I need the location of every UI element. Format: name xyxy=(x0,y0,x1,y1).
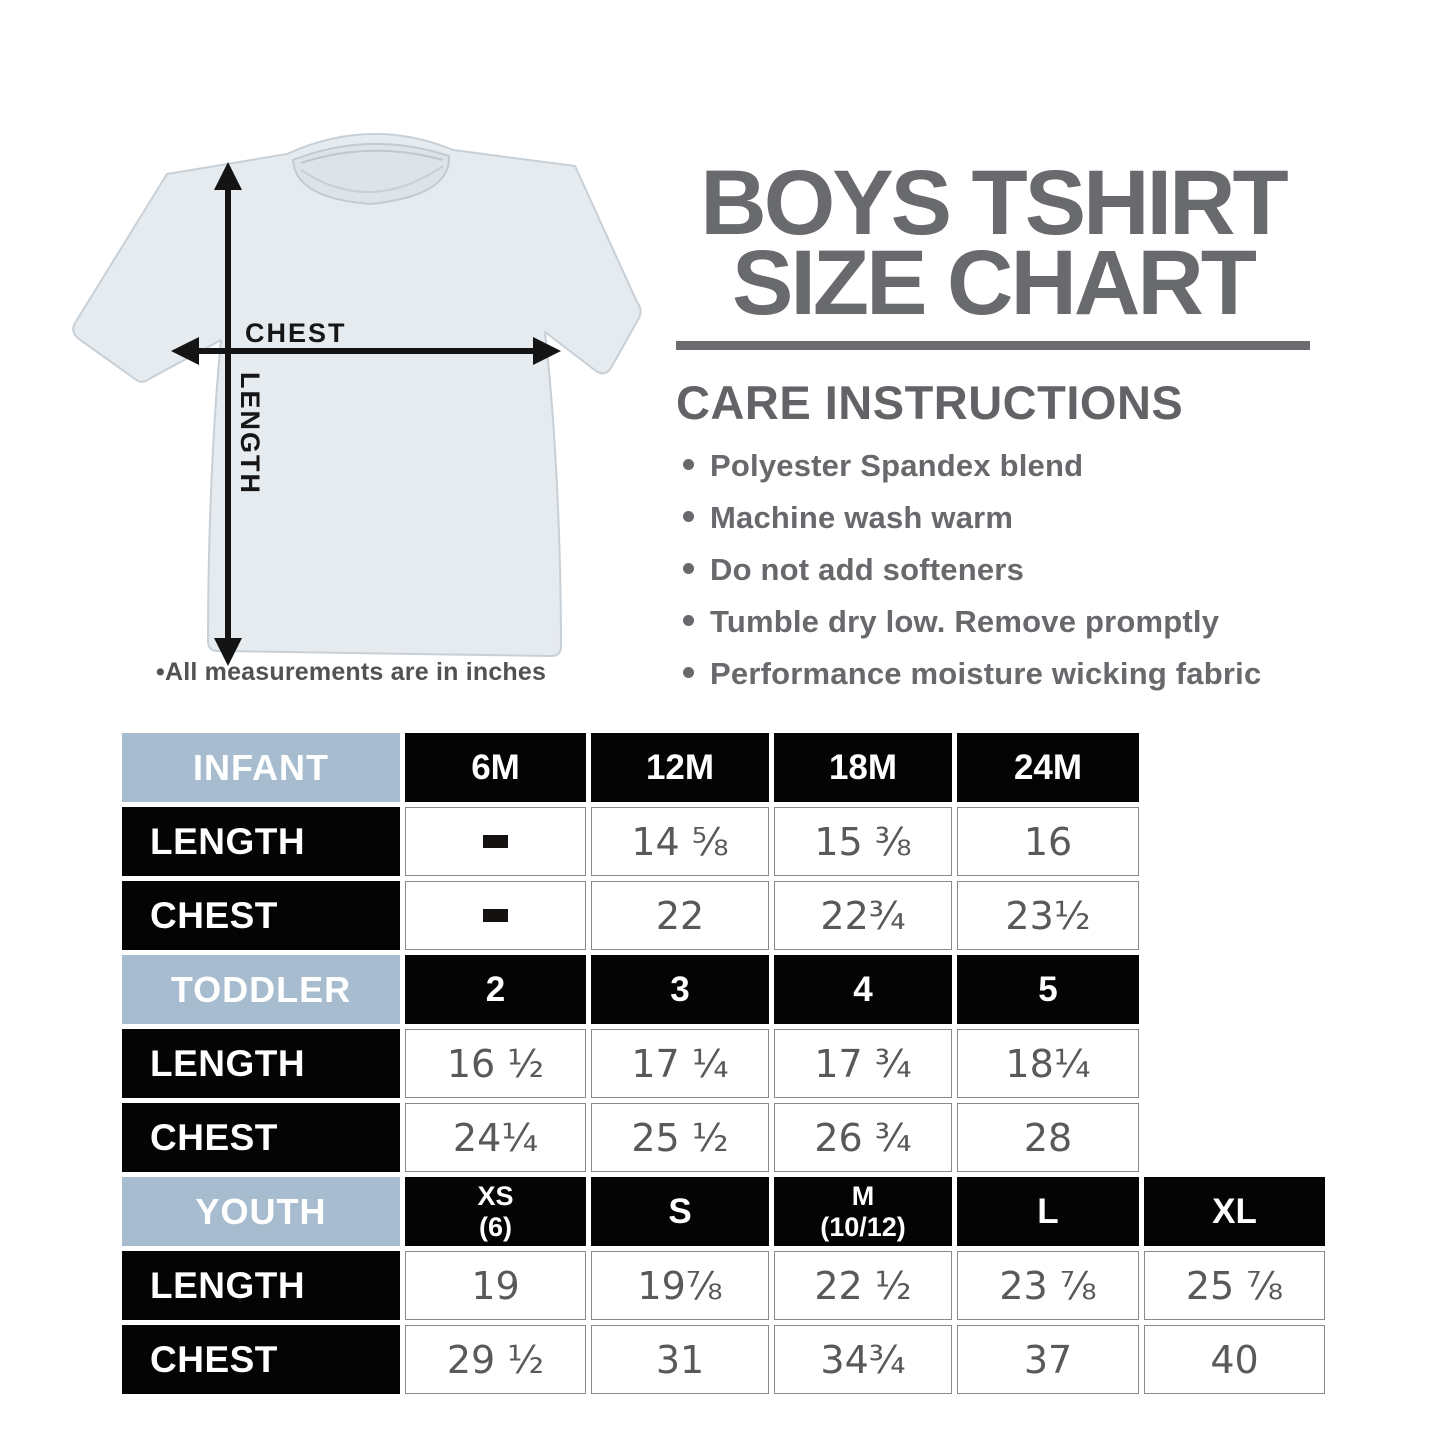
size-table-value-cell: 16 xyxy=(957,807,1139,876)
size-table-size-header: M (10/12) xyxy=(774,1177,952,1246)
size-table-value-cell: 23 ⅞ xyxy=(957,1251,1139,1320)
size-table-filler xyxy=(1144,1029,1325,1098)
length-arrow-label: LENGTH xyxy=(235,372,265,495)
size-table-row-label: LENGTH xyxy=(122,1251,400,1320)
care-item: Machine wash warm xyxy=(676,500,1310,536)
size-table-row-label: CHEST xyxy=(122,1103,400,1172)
no-data-dash-icon xyxy=(483,835,508,848)
tshirt-measurement-diagram: CHEST LENGTH xyxy=(72,133,642,666)
size-table-value-cell: 28 xyxy=(957,1103,1139,1172)
size-table-value-cell: 24¼ xyxy=(405,1103,586,1172)
size-table-value-cell: 40 xyxy=(1144,1325,1325,1394)
size-table-value-cell: 25 ½ xyxy=(591,1103,769,1172)
size-table-value-cell: 34¾ xyxy=(774,1325,952,1394)
size-table-value-cell: 26 ¾ xyxy=(774,1103,952,1172)
size-table-row-label: LENGTH xyxy=(122,1029,400,1098)
care-item: Do not add softeners xyxy=(676,552,1310,588)
size-table-value-cell: 17 ¾ xyxy=(774,1029,952,1098)
size-table-group-header: TODDLER xyxy=(122,955,400,1024)
size-table-size-header: L xyxy=(957,1177,1139,1246)
size-table: INFANT 6M 12M 18M 24M LENGTH 14 ⅝ 15 ⅜ 16 CHEST 22… xyxy=(122,733,1325,1394)
size-table-value-cell: 25 ⅞ xyxy=(1144,1251,1325,1320)
care-item: Polyester Spandex blend xyxy=(676,448,1310,484)
size-table-filler xyxy=(1144,955,1325,1024)
care-item: Tumble dry low. Remove promptly xyxy=(676,604,1310,640)
size-table-value-cell xyxy=(405,881,586,950)
chest-arrow xyxy=(171,337,561,365)
size-table-size-header: 2 xyxy=(405,955,586,1024)
size-table-size-header: 3 xyxy=(591,955,769,1024)
size-table-value-cell: 16 ½ xyxy=(405,1029,586,1098)
chest-arrow-label: CHEST xyxy=(245,318,347,348)
size-table-size-header: 24M xyxy=(957,733,1139,802)
size-table-value-cell: 23½ xyxy=(957,881,1139,950)
size-table-value-cell: 22 ½ xyxy=(774,1251,952,1320)
size-table-value-cell: 19 xyxy=(405,1251,586,1320)
size-table-row-label: CHEST xyxy=(122,881,400,950)
size-table-value-cell: 31 xyxy=(591,1325,769,1394)
size-table-filler xyxy=(1144,1103,1325,1172)
size-table-filler xyxy=(1144,807,1325,876)
size-table-size-header: XS (6) xyxy=(405,1177,586,1246)
size-table-value-cell: 29 ½ xyxy=(405,1325,586,1394)
measurement-note: •All measurements are in inches xyxy=(156,658,547,686)
size-table-value-cell: 37 xyxy=(957,1325,1139,1394)
tshirt-graphic xyxy=(72,133,642,657)
size-table-row-label: CHEST xyxy=(122,1325,400,1394)
size-table-value-cell xyxy=(405,807,586,876)
size-table-group-header: INFANT xyxy=(122,733,400,802)
size-table-size-header: 12M xyxy=(591,733,769,802)
size-table-size-header: S xyxy=(591,1177,769,1246)
size-table-group-header: YOUTH xyxy=(122,1177,400,1246)
size-table-size-header: 6M xyxy=(405,733,586,802)
care-list: Polyester Spandex blend Machine wash warm… xyxy=(676,448,1310,692)
size-table-value-cell: 18¼ xyxy=(957,1029,1139,1098)
page-title: BOYS TSHIRT SIZE CHART xyxy=(676,152,1310,335)
size-table-value-cell: 15 ⅜ xyxy=(774,807,952,876)
size-table-value-cell: 14 ⅝ xyxy=(591,807,769,876)
size-table-value-cell: 22 xyxy=(591,881,769,950)
page-title-line-2: SIZE CHART xyxy=(732,232,1257,335)
no-data-dash-icon xyxy=(483,909,508,922)
size-table-filler xyxy=(1144,881,1325,950)
page-title-line-1: BOYS TSHIRT xyxy=(700,152,1288,254)
size-table-size-header: 18M xyxy=(774,733,952,802)
size-table-value-cell: 22¾ xyxy=(774,881,952,950)
tshirt-collar-inner-line xyxy=(300,149,444,164)
size-table-size-header: 5 xyxy=(957,955,1139,1024)
size-table-value-cell: 19⅞ xyxy=(591,1251,769,1320)
tshirt-collar xyxy=(291,142,451,206)
tshirt-collar-stitch xyxy=(300,165,444,194)
size-table-size-header: XL xyxy=(1144,1177,1325,1246)
size-table-filler xyxy=(1144,733,1325,802)
title-underline xyxy=(676,341,1310,351)
size-table-row-label: LENGTH xyxy=(122,807,400,876)
care-instructions-heading: CARE INSTRUCTIONS xyxy=(676,376,1184,430)
size-table-size-header: 4 xyxy=(774,955,952,1024)
size-table-value-cell: 17 ¼ xyxy=(591,1029,769,1098)
care-item: Performance moisture wicking fabric xyxy=(676,656,1310,692)
length-arrow xyxy=(214,162,242,666)
info-column: BOYS TSHIRT SIZE CHART CARE INSTRUCTIONS… xyxy=(676,152,1310,708)
